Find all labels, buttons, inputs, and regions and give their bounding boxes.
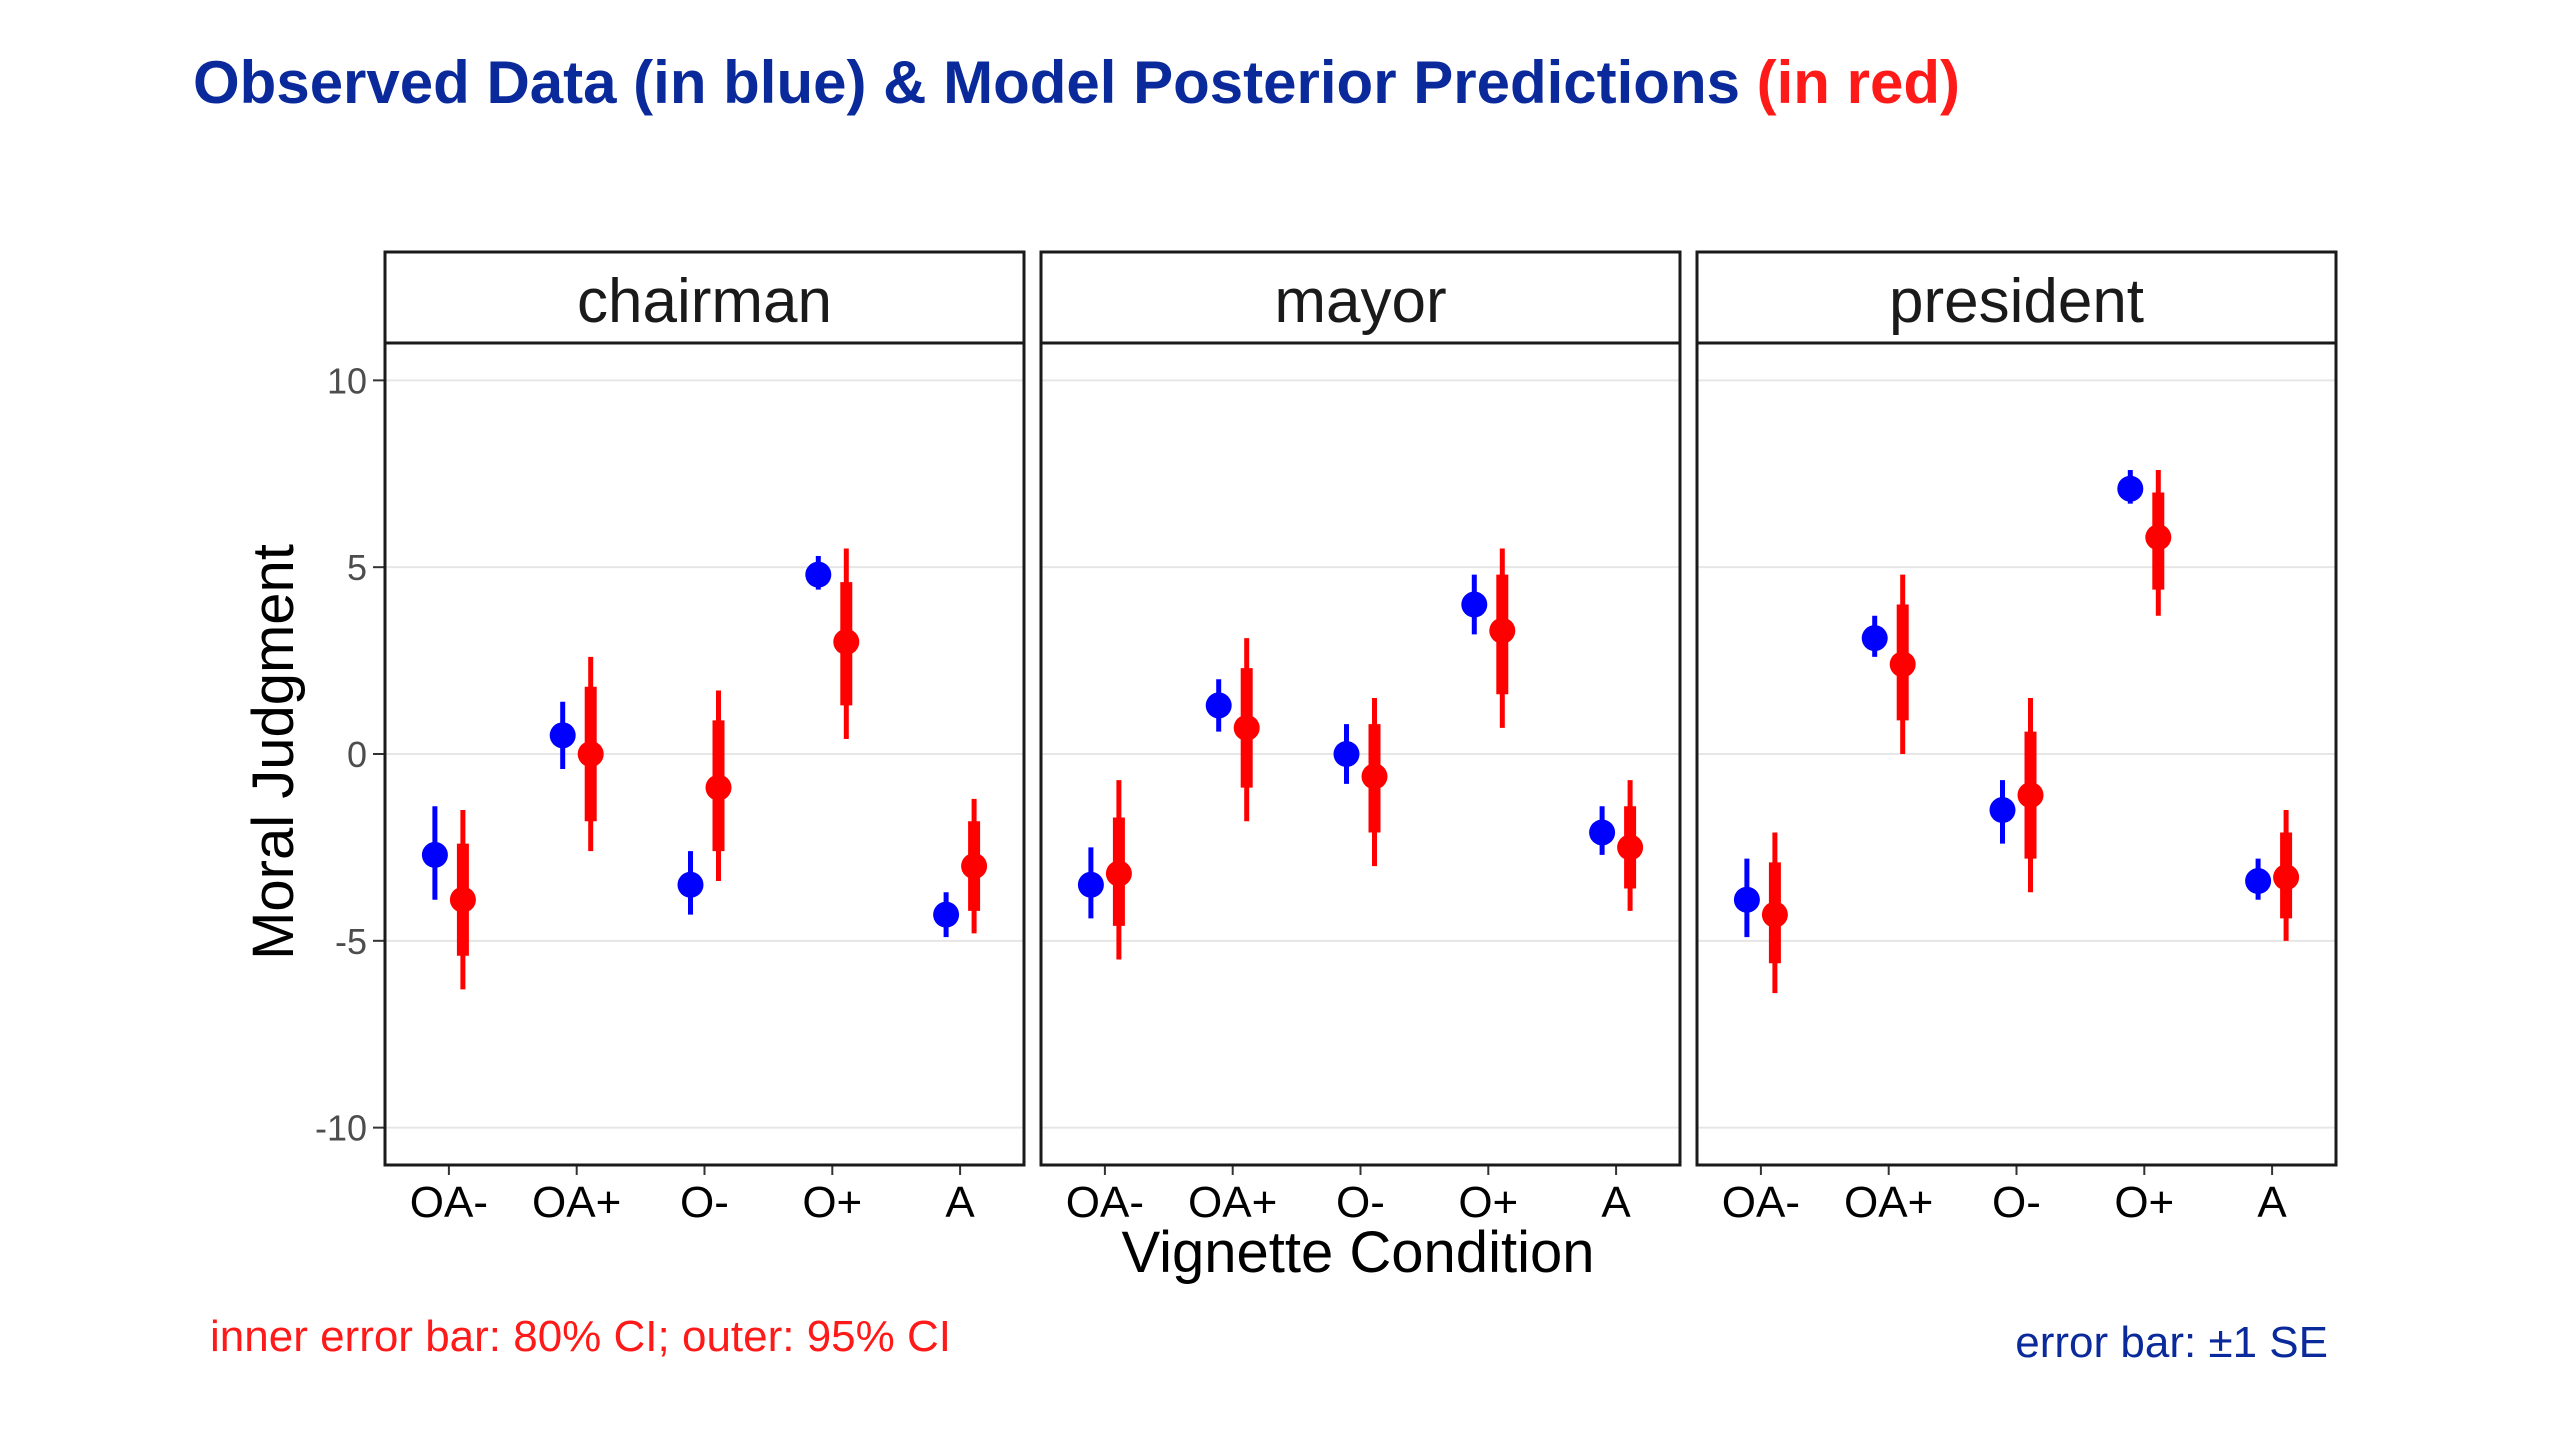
observed-point [2245,868,2272,895]
x-tick-label: O- [680,1178,729,1227]
predicted-point [2273,864,2300,891]
observed-point [1733,886,1760,913]
x-axis-label: Vignette Condition [1122,1220,1595,1285]
observed-point [1861,625,1888,652]
facet-panel-president: president OA- OA+ O- O+ A [1695,250,2338,1227]
x-tick-label: O+ [2114,1178,2174,1227]
y-tick-label: -10 [315,1108,367,1149]
x-tick-label: A [945,1178,975,1227]
x-tick-label: OA+ [1188,1178,1277,1227]
x-tick-label: O- [1336,1178,1385,1227]
facet-panel-chairman: chairman OA- OA+ O- O+ A [383,250,1026,1227]
panel-border [1039,341,1682,1167]
predicted-point [1889,651,1916,678]
se-note: error bar: ±1 SE [2015,1318,2328,1367]
facet-strip [383,250,1026,345]
predicted-point [1105,860,1132,887]
facet-label: chairman [577,267,832,336]
predicted-point [961,853,988,880]
predicted-point [2145,524,2172,551]
y-axis: -10 -5 0 5 10 [315,360,385,1149]
predicted-point [1761,901,1788,928]
observed-point [549,722,576,749]
y-tick-label: 5 [347,547,367,588]
observed-point [1205,692,1232,719]
facet-label: president [1889,267,2144,336]
ci-note: inner error bar: 80% CI; outer: 95% CI [210,1312,951,1361]
chart-title-blue: Observed Data (in blue) & Model Posterio… [193,49,1740,116]
x-tick-label: A [1601,1178,1631,1227]
x-tick-label: OA+ [1844,1178,1933,1227]
y-tick-label: 10 [327,360,367,401]
facet-panel-mayor: mayor OA- OA+ O- O+ A [1039,250,1682,1227]
predicted-point [2017,782,2044,809]
x-tick-label: O+ [802,1178,862,1227]
x-tick-label: OA+ [532,1178,621,1227]
x-tick-label: A [2257,1178,2287,1227]
observed-point [421,841,448,868]
observed-point [2117,475,2144,502]
x-tick-label: O+ [1458,1178,1518,1227]
observed-point [1461,591,1488,618]
observed-point [1333,741,1360,767]
observed-point [1077,871,1104,898]
y-tick-label: -5 [335,921,367,962]
observed-point [805,561,832,588]
observed-point [933,901,960,928]
observed-point [677,871,704,898]
panel-border [1695,341,2338,1167]
predicted-point [1489,617,1516,644]
facet-strip [1039,250,1682,345]
observed-point [1989,797,2016,824]
chart-title-red: (in red) [1756,49,1960,116]
x-tick-label: OA- [1722,1178,1800,1227]
predicted-point [577,741,604,767]
predicted-point [1617,834,1644,861]
x-tick-label: OA- [410,1178,488,1227]
y-tick-label: 0 [347,734,367,775]
predicted-point [449,886,476,913]
panel-border [383,341,1026,1167]
facet-strip [1695,250,2338,345]
facet-label: mayor [1274,267,1446,336]
observed-point [1589,819,1616,846]
predicted-point [833,628,860,655]
predicted-point [1361,763,1388,790]
x-tick-label: OA- [1066,1178,1144,1227]
x-tick-label: O- [1992,1178,2041,1227]
y-axis-label: Moral Judgment [241,544,306,960]
predicted-point [705,774,732,801]
chart-title: Observed Data (in blue) & Model Posterio… [193,48,1960,117]
predicted-point [1233,714,1260,741]
